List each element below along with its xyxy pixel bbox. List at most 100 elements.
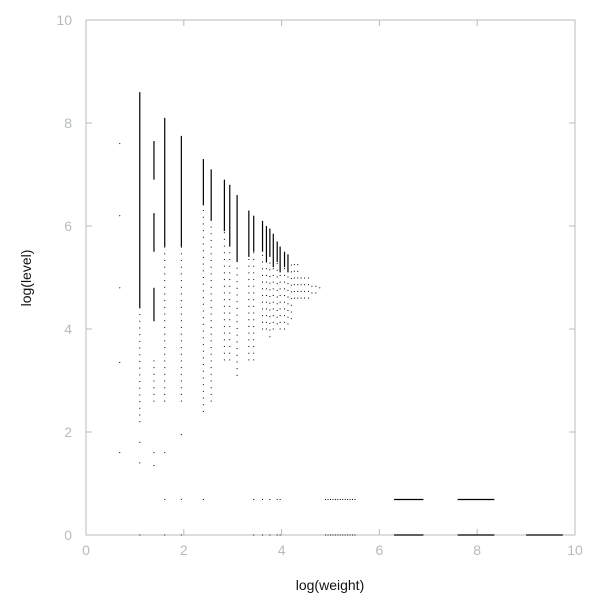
data-point <box>253 285 255 287</box>
data-point <box>347 534 349 536</box>
data-point <box>164 360 166 362</box>
data-point <box>269 534 271 536</box>
data-point <box>223 232 225 234</box>
data-point <box>276 309 278 311</box>
data-point <box>223 272 225 274</box>
data-point <box>139 401 141 403</box>
data-point <box>164 293 166 295</box>
data-point <box>223 312 225 314</box>
data-point <box>139 462 141 464</box>
data-point <box>307 290 309 292</box>
data-point <box>119 143 121 145</box>
data-point <box>180 333 182 335</box>
data-point <box>248 319 250 321</box>
data-point <box>307 284 309 286</box>
data-point <box>290 264 292 266</box>
data-point <box>223 252 225 254</box>
data-point <box>337 534 339 536</box>
data-point <box>253 319 255 321</box>
data-point <box>164 266 166 268</box>
data-point <box>269 282 271 284</box>
data-point <box>202 404 204 406</box>
data-point <box>300 297 302 299</box>
data-point <box>248 279 250 281</box>
data-point <box>276 289 278 291</box>
data-point <box>180 360 182 362</box>
data-point <box>164 246 166 248</box>
data-point <box>253 252 255 254</box>
data-point <box>248 325 250 327</box>
data-point <box>223 352 225 354</box>
data-point <box>253 498 255 500</box>
data-point <box>164 286 166 288</box>
data-point <box>180 306 182 308</box>
data-point <box>202 377 204 379</box>
data-point <box>269 296 271 298</box>
data-point <box>284 321 286 323</box>
data-point <box>287 296 289 298</box>
data-point <box>236 368 238 370</box>
data-point <box>139 441 141 443</box>
data-point <box>236 341 238 343</box>
data-point <box>342 498 344 500</box>
data-point <box>339 498 341 500</box>
data-point <box>262 295 264 297</box>
data-point <box>202 370 204 372</box>
y-tick-label: 8 <box>64 115 72 131</box>
data-point <box>349 498 351 500</box>
data-point <box>330 534 331 536</box>
data-point <box>164 300 166 302</box>
data-point <box>248 265 250 267</box>
data-point <box>284 288 286 290</box>
data-point <box>180 387 182 389</box>
data-point <box>202 256 204 258</box>
data-point <box>344 498 346 500</box>
data-point <box>202 337 204 339</box>
data-point <box>223 299 225 301</box>
data-point <box>153 380 155 382</box>
data-point <box>307 297 309 299</box>
data-point <box>253 359 255 361</box>
data-point <box>202 310 204 312</box>
data-point <box>284 281 286 283</box>
data-point <box>236 321 238 323</box>
data-point <box>262 301 264 303</box>
data-point <box>269 316 271 318</box>
data-point <box>229 285 231 287</box>
data-point <box>265 281 267 283</box>
data-point <box>265 301 267 303</box>
data-point <box>334 534 336 536</box>
data-point <box>223 285 225 287</box>
data-point <box>332 534 334 536</box>
data-point <box>253 339 255 341</box>
data-point <box>180 534 182 536</box>
data-point <box>265 274 267 276</box>
x-tick-label: 0 <box>82 542 90 558</box>
data-point <box>202 350 204 352</box>
data-point <box>297 270 299 272</box>
data-point <box>284 274 286 276</box>
data-point <box>262 315 264 317</box>
data-point <box>236 287 238 289</box>
data-point <box>290 318 292 320</box>
data-point <box>287 283 289 285</box>
data-point <box>248 332 250 334</box>
data-point <box>236 307 238 309</box>
y-tick-label: 10 <box>56 12 72 28</box>
data-point <box>265 315 267 317</box>
data-point <box>248 299 250 301</box>
data-point <box>349 534 351 536</box>
data-point <box>202 250 204 252</box>
data-point <box>337 498 339 500</box>
data-point <box>276 276 278 278</box>
data-point <box>236 374 238 376</box>
data-point <box>202 303 204 305</box>
data-point <box>229 325 231 327</box>
data-point <box>164 373 166 375</box>
data-point <box>210 246 212 248</box>
data-point <box>290 304 292 306</box>
data-point <box>236 354 238 356</box>
data-point <box>272 268 274 270</box>
data-point <box>339 534 341 536</box>
data-point <box>279 281 281 283</box>
